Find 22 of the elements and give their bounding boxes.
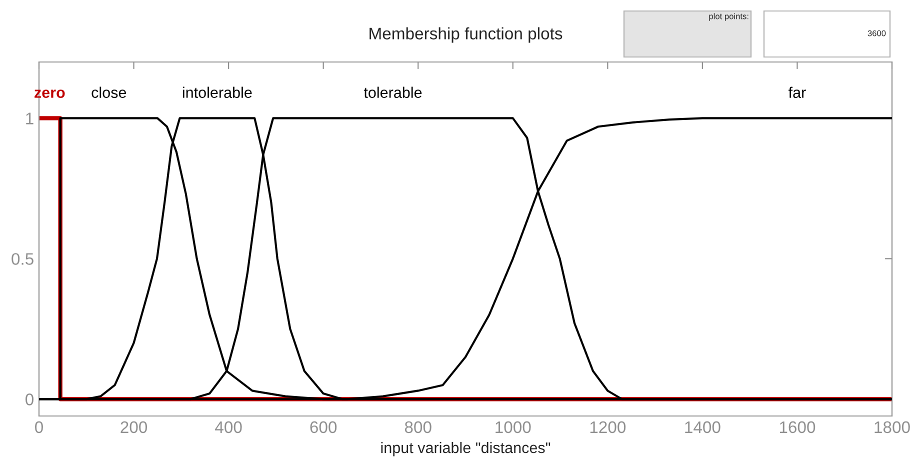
x-axis-title: input variable "distances" [381,442,550,456]
x-tick-label: 1200 [590,421,626,434]
x-tick-label: 1800 [874,421,910,434]
text: plot points: [709,13,748,21]
x-tick-label: 600 [310,421,337,434]
x-tick-label: 0 [35,421,43,434]
x-tick-label: 1000 [496,421,531,434]
x-tick-label: 1400 [685,421,720,434]
series-label: far [788,86,806,98]
series-label: intolerable [182,86,252,98]
x-tick-label: 1600 [780,421,816,434]
y-tick-label: 1 [26,112,34,124]
y-tick-label: 0 [26,394,34,406]
x-tick-label: 400 [215,421,242,434]
y-tick-label: 0.5 [12,253,34,265]
series-label: close [92,86,126,98]
series-label: tolerable [364,86,422,98]
series-label: zero [34,90,65,98]
x-tick-label: 200 [120,421,148,434]
text: 3600 [868,30,886,36]
x-tick-label: 800 [404,421,432,434]
chart-title: Membership function plots [370,27,562,43]
